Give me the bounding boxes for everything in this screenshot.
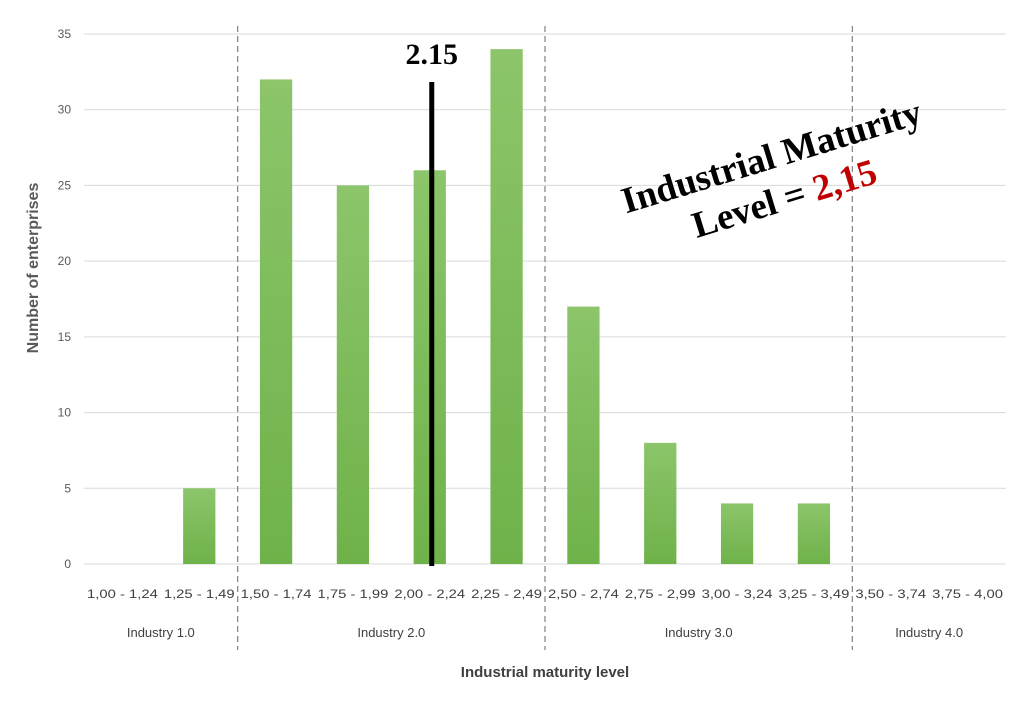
y-axis-ticks: 0 5 10 15 20 25 30 35 — [58, 27, 72, 571]
bars — [183, 49, 831, 565]
y-axis-label: Number of enterprises — [25, 183, 42, 354]
x-tick-label: 3,25 - 3,49 — [779, 587, 850, 601]
y-tick-label: 25 — [58, 178, 72, 192]
group-label: Industry 4.0 — [895, 625, 963, 640]
x-tick-label: 1,75 - 1,99 — [318, 587, 389, 601]
y-tick-label: 35 — [58, 27, 72, 41]
x-tick-label: 1,50 - 1,74 — [241, 587, 312, 601]
group-dividers — [237, 26, 853, 650]
mean-marker: 2.15 — [406, 38, 459, 566]
y-tick-label: 0 — [64, 557, 71, 571]
y-tick-label: 20 — [58, 254, 72, 268]
y-tick-label: 15 — [58, 330, 72, 344]
y-tick-label: 5 — [64, 481, 71, 495]
y-tick-label: 30 — [58, 103, 72, 117]
y-tick-label: 10 — [58, 406, 72, 420]
maturity-annotation: Industrial Maturity Level = 2,15 — [616, 91, 927, 246]
bar — [183, 488, 216, 564]
x-tick-label: 2,00 - 2,24 — [394, 587, 465, 601]
x-axis-ticks: 1,00 - 1,24 1,25 - 1,49 1,50 - 1,74 1,75 - … — [87, 587, 1003, 601]
bar — [644, 442, 677, 564]
x-tick-label: 3,50 - 3,74 — [855, 587, 926, 601]
bar — [490, 49, 523, 564]
bar — [336, 185, 370, 564]
bar — [567, 306, 600, 564]
x-tick-label: 1,25 - 1,49 — [164, 587, 235, 601]
bar — [797, 503, 831, 564]
x-tick-label: 2,75 - 2,99 — [625, 587, 696, 601]
group-labels: Industry 1.0 Industry 2.0 Industry 3.0 Indu… — [127, 625, 963, 640]
group-label: Industry 2.0 — [357, 625, 425, 640]
x-tick-label: 3,75 - 4,00 — [932, 587, 1003, 601]
x-tick-label: 2,50 - 2,74 — [548, 587, 619, 601]
x-tick-label: 3,00 - 3,24 — [702, 587, 773, 601]
x-axis-label: Industrial maturity level — [461, 664, 629, 681]
bar — [720, 503, 754, 564]
group-label: Industry 1.0 — [127, 625, 195, 640]
group-label: Industry 3.0 — [665, 625, 733, 640]
x-tick-label: 2,25 - 2,49 — [471, 587, 542, 601]
x-tick-label: 1,00 - 1,24 — [87, 587, 158, 601]
bar — [259, 79, 293, 564]
mean-marker-label: 2.15 — [406, 38, 459, 71]
